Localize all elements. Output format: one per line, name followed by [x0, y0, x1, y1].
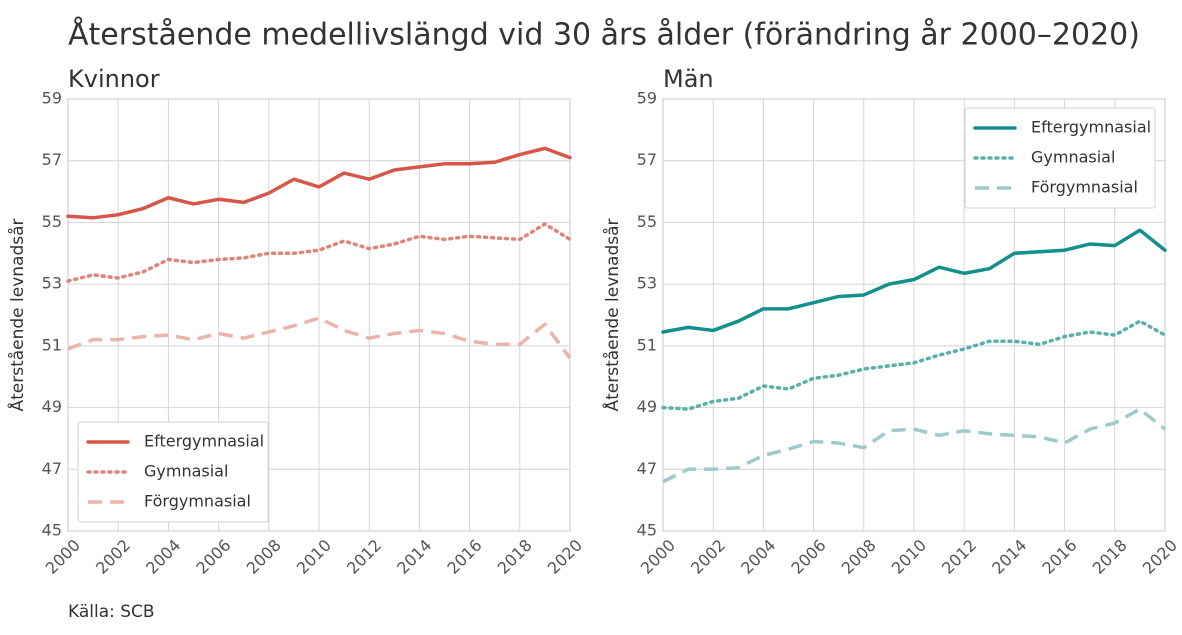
legend-label: Förgymnasial	[144, 492, 251, 511]
y-tick-label: 47	[42, 459, 62, 478]
y-axis-label: Återstående levnadsår	[6, 218, 28, 411]
x-tick-label: 2010	[293, 536, 335, 578]
y-tick-label: 45	[42, 521, 62, 540]
y-tick-label: 53	[637, 274, 657, 293]
line-series	[67, 316, 572, 360]
x-tick-label: 2008	[838, 536, 880, 578]
line-series	[662, 407, 1167, 484]
y-axis-label: Återstående levnadsår	[601, 218, 623, 411]
y-tick-label: 55	[637, 212, 657, 231]
y-tick-label: 57	[637, 150, 657, 169]
x-tick-label: 2016	[1038, 536, 1080, 578]
legend-box	[964, 107, 1156, 209]
figure-title: Återstående medellivslängd vid 30 års ål…	[68, 17, 1140, 53]
plot-frame	[67, 98, 571, 532]
x-tick-label: 2018	[494, 536, 536, 578]
x-tick-label: 2008	[243, 536, 285, 578]
panel-title: Män	[663, 65, 714, 93]
x-tick-label: 2016	[443, 536, 485, 578]
legend-label: Gymnasial	[144, 462, 228, 481]
x-tick-label: 2014	[988, 536, 1030, 578]
y-tick-label: 57	[42, 150, 62, 169]
y-tick-label: 59	[42, 89, 62, 108]
x-tick-label: 2004	[737, 536, 779, 578]
panel-title: Kvinnor	[68, 65, 160, 93]
legend-label: Eftergymnasial	[1031, 118, 1151, 137]
legend-label: Förgymnasial	[1031, 178, 1138, 197]
x-tick-label: 2020	[1139, 536, 1181, 578]
x-tick-label: 2012	[343, 536, 385, 578]
line-series	[661, 228, 1167, 334]
line-series	[661, 319, 1167, 411]
x-tick-label: 2004	[142, 536, 184, 578]
y-tick-label: 45	[637, 521, 657, 540]
y-tick-label: 51	[637, 335, 657, 354]
x-tick-label: 2002	[687, 536, 729, 578]
line-series	[66, 222, 572, 283]
y-tick-label: 55	[42, 212, 62, 231]
x-tick-label: 2010	[888, 536, 930, 578]
y-tick-label: 53	[42, 274, 62, 293]
x-tick-label: 2000	[637, 536, 679, 578]
y-tick-label: 47	[637, 459, 657, 478]
x-tick-label: 2012	[938, 536, 980, 578]
x-tick-label: 2006	[192, 536, 234, 578]
legend-box	[77, 421, 269, 523]
x-tick-label: 2014	[393, 536, 435, 578]
y-tick-label: 59	[637, 89, 657, 108]
legend-label: Gymnasial	[1031, 148, 1115, 167]
legend-label: Eftergymnasial	[144, 432, 264, 451]
x-tick-label: 2020	[544, 536, 586, 578]
y-tick-label: 49	[637, 397, 657, 416]
source: Källa: SCB	[68, 602, 155, 622]
line-series	[66, 146, 572, 220]
x-tick-label: 2002	[92, 536, 134, 578]
x-tick-label: 2018	[1089, 536, 1131, 578]
x-tick-label: 2006	[787, 536, 829, 578]
y-tick-label: 51	[42, 335, 62, 354]
y-tick-label: 49	[42, 397, 62, 416]
x-tick-label: 2000	[42, 536, 84, 578]
plot-frame	[662, 98, 1166, 532]
